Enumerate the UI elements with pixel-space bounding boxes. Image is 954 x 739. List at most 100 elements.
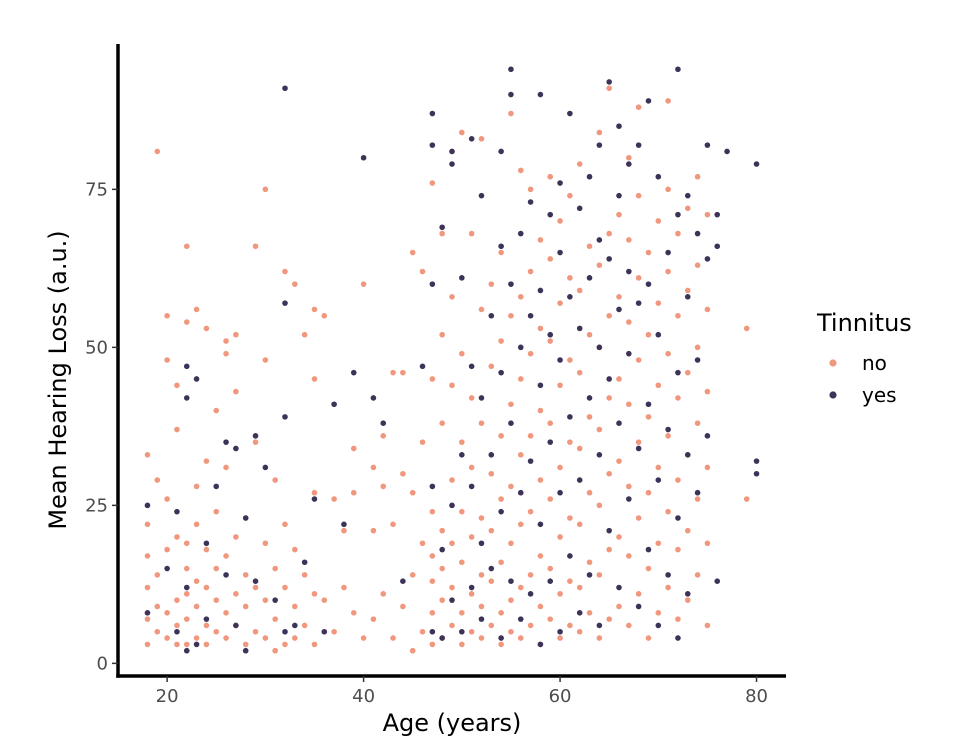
point-yes bbox=[753, 458, 760, 464]
point-no bbox=[193, 603, 200, 610]
point-no bbox=[203, 325, 210, 332]
point-no bbox=[292, 635, 298, 641]
point-yes bbox=[586, 572, 593, 578]
point-no bbox=[468, 534, 475, 540]
point-no bbox=[174, 622, 180, 629]
y-tick-label: 0 bbox=[97, 653, 108, 674]
x-tick-label: 60 bbox=[549, 686, 572, 707]
point-yes bbox=[675, 635, 681, 641]
point-no bbox=[547, 173, 554, 180]
point-no bbox=[655, 382, 662, 389]
point-no bbox=[557, 534, 563, 540]
point-no bbox=[527, 433, 534, 439]
point-no bbox=[311, 591, 318, 597]
point-no bbox=[576, 521, 583, 528]
point-no bbox=[144, 553, 151, 559]
point-yes bbox=[439, 635, 445, 641]
point-yes bbox=[694, 230, 701, 237]
point-no bbox=[596, 262, 603, 269]
point-yes bbox=[527, 458, 534, 464]
point-yes bbox=[360, 154, 367, 161]
point-no bbox=[213, 407, 220, 414]
point-no bbox=[694, 173, 701, 180]
point-no bbox=[183, 616, 190, 622]
point-yes bbox=[596, 452, 603, 458]
point-no bbox=[252, 243, 259, 250]
point-no bbox=[360, 281, 367, 287]
point-no bbox=[331, 496, 337, 502]
point-no bbox=[409, 572, 416, 578]
point-yes bbox=[557, 628, 563, 635]
point-yes bbox=[233, 622, 239, 629]
point-yes bbox=[704, 433, 711, 439]
point-no bbox=[164, 610, 170, 616]
point-no bbox=[341, 527, 347, 534]
point-yes bbox=[626, 161, 632, 167]
point-yes bbox=[684, 294, 691, 300]
point-no bbox=[144, 584, 151, 591]
point-yes bbox=[606, 79, 612, 85]
point-yes bbox=[567, 553, 573, 559]
point-no bbox=[252, 439, 259, 445]
point-no bbox=[164, 635, 170, 641]
point-no bbox=[164, 546, 170, 553]
point-no bbox=[547, 256, 554, 262]
point-no bbox=[380, 433, 387, 439]
point-no bbox=[262, 357, 269, 363]
point-yes bbox=[626, 350, 632, 357]
point-yes bbox=[468, 584, 475, 591]
point-no bbox=[547, 338, 554, 344]
point-yes bbox=[547, 439, 554, 445]
point-yes bbox=[282, 85, 288, 92]
y-axis-ticks: 0 25 50 75 bbox=[85, 179, 118, 674]
point-no bbox=[626, 154, 632, 161]
point-no bbox=[567, 357, 573, 363]
point-no bbox=[517, 294, 524, 300]
point-no bbox=[213, 508, 220, 515]
point-yes bbox=[282, 628, 288, 635]
point-no bbox=[390, 369, 396, 376]
point-no bbox=[665, 186, 671, 193]
point-yes bbox=[527, 591, 534, 597]
point-no bbox=[586, 414, 593, 420]
point-no bbox=[586, 489, 593, 496]
point-no bbox=[174, 534, 180, 540]
point-no bbox=[419, 439, 426, 445]
point-yes bbox=[537, 521, 544, 528]
y-tick-label: 50 bbox=[85, 337, 108, 358]
point-no bbox=[439, 527, 445, 534]
point-no bbox=[694, 262, 701, 269]
point-no bbox=[478, 515, 485, 521]
point-no bbox=[301, 572, 308, 578]
point-yes bbox=[449, 597, 455, 603]
point-no bbox=[547, 496, 554, 502]
point-no bbox=[164, 312, 170, 319]
point-no bbox=[508, 312, 514, 319]
point-no bbox=[586, 559, 593, 566]
point-no bbox=[694, 496, 701, 502]
point-no bbox=[203, 458, 210, 464]
point-no bbox=[311, 489, 318, 496]
point-yes bbox=[282, 414, 288, 420]
point-yes bbox=[429, 281, 436, 287]
point-yes bbox=[655, 622, 662, 629]
point-yes bbox=[400, 578, 406, 584]
point-yes bbox=[616, 192, 622, 199]
point-yes bbox=[350, 369, 357, 376]
point-no bbox=[478, 420, 485, 427]
point-yes bbox=[576, 610, 583, 616]
point-no bbox=[616, 211, 622, 218]
point-no bbox=[567, 622, 573, 629]
point-yes bbox=[547, 331, 554, 338]
point-yes bbox=[449, 148, 455, 155]
point-no bbox=[704, 540, 711, 547]
point-no bbox=[675, 395, 681, 401]
point-no bbox=[616, 534, 622, 540]
point-yes bbox=[370, 395, 377, 401]
point-no bbox=[498, 338, 504, 344]
point-yes bbox=[645, 546, 652, 553]
point-no bbox=[537, 553, 544, 559]
point-no bbox=[203, 584, 210, 591]
point-yes bbox=[684, 452, 691, 458]
point-no bbox=[635, 192, 642, 199]
